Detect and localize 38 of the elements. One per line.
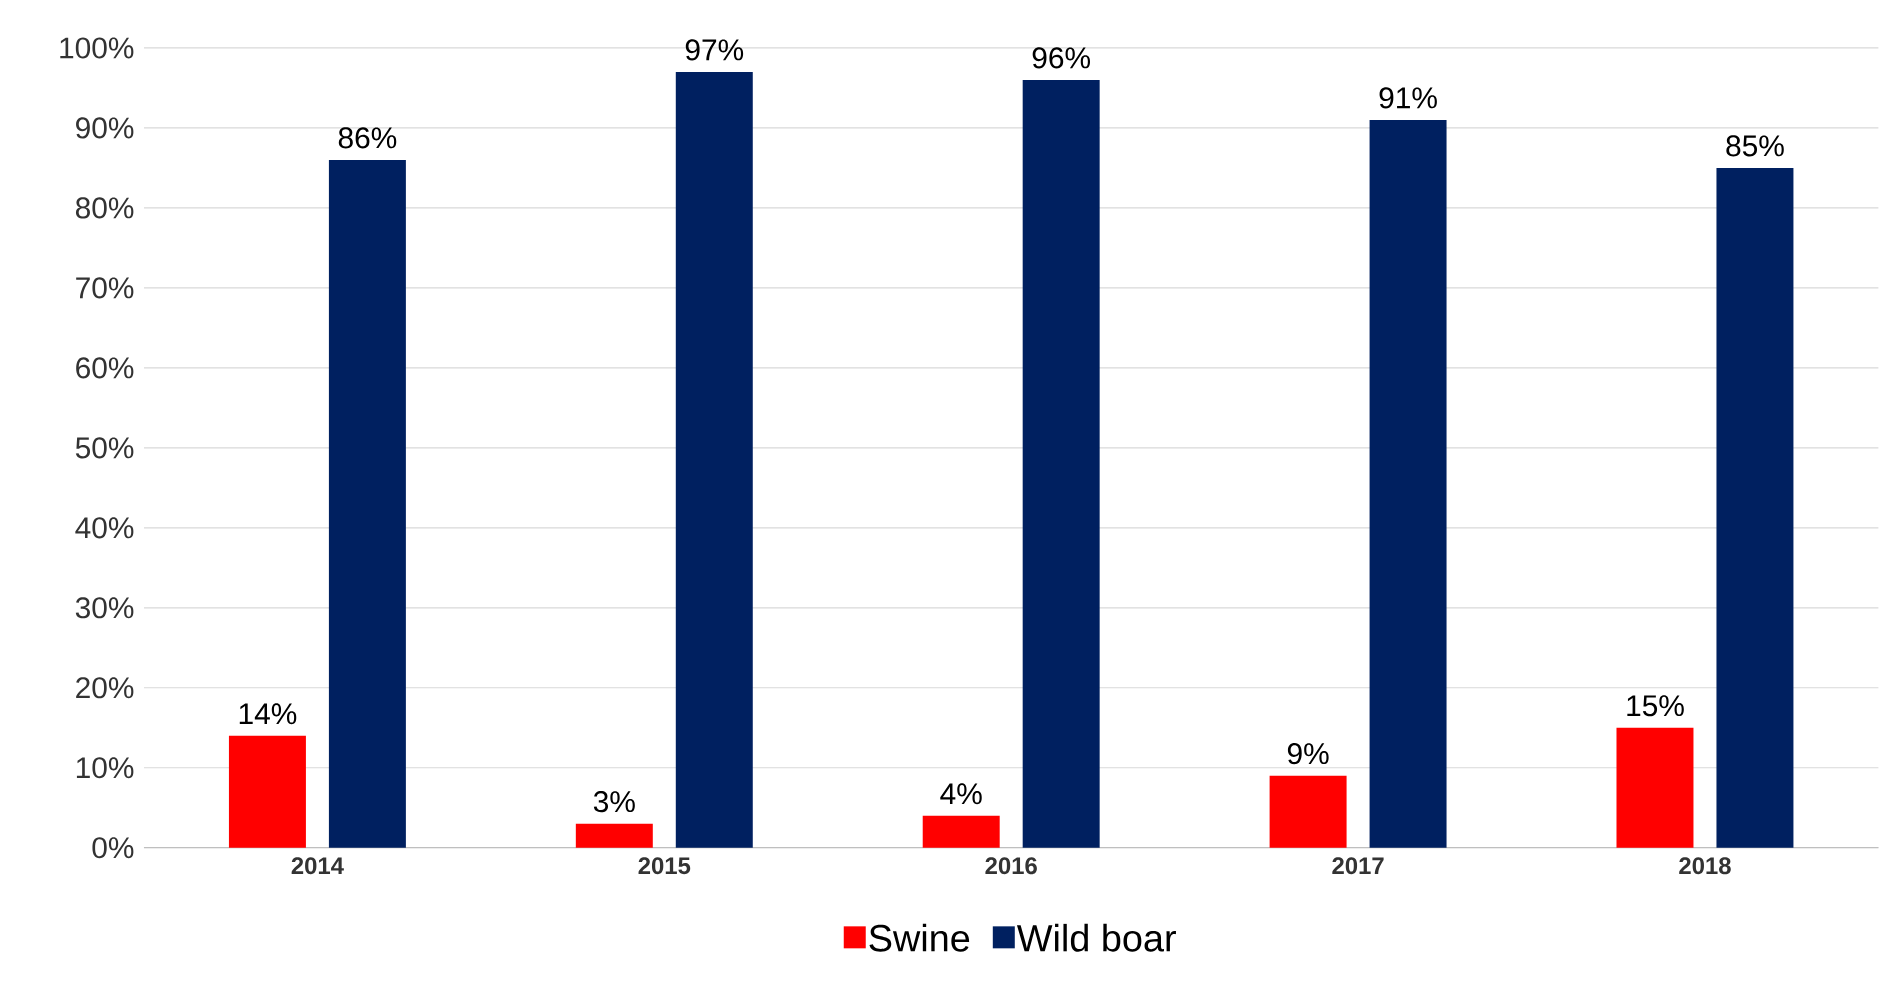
- bar: [1022, 80, 1100, 848]
- data-label: 9%: [1287, 743, 1329, 765]
- y-tick-label: 10%: [76, 757, 134, 779]
- y-tick-label: 70%: [76, 277, 134, 299]
- data-label: 14%: [239, 703, 297, 725]
- legend-label: Swine: [869, 924, 970, 952]
- x-tick-label: 2018: [1679, 857, 1731, 875]
- data-label: 15%: [1627, 695, 1684, 717]
- data-label: 3%: [593, 791, 635, 813]
- x-tick-label: 2017: [1332, 857, 1384, 875]
- bar: [1616, 727, 1694, 848]
- data-label: 96%: [1032, 47, 1090, 69]
- bar: [675, 72, 753, 848]
- y-tick-label: 20%: [76, 677, 134, 699]
- y-tick-label: 60%: [76, 357, 134, 379]
- bar: [1716, 168, 1794, 848]
- y-tick-label: 100%: [60, 37, 134, 59]
- data-label: 85%: [1726, 135, 1784, 157]
- x-tick-label: 2016: [985, 857, 1037, 875]
- legend-label: Wild boar: [1016, 924, 1176, 952]
- bar: [1369, 120, 1447, 848]
- x-tick-label: 2014: [291, 857, 344, 875]
- y-tick-label: 30%: [75, 597, 134, 619]
- y-tick-label: 40%: [75, 517, 134, 539]
- bar: [228, 735, 306, 848]
- bar: [922, 815, 1000, 848]
- y-tick-label: 90%: [76, 117, 134, 139]
- y-tick-label: 0%: [92, 837, 134, 859]
- y-tick-label: 80%: [75, 197, 134, 219]
- data-label: 4%: [940, 783, 982, 805]
- data-label: 86%: [338, 127, 397, 149]
- y-tick-label: 50%: [75, 437, 134, 459]
- bar: [328, 160, 406, 848]
- data-label: 91%: [1379, 87, 1437, 109]
- x-tick-label: 2015: [638, 857, 691, 875]
- bar: [575, 823, 653, 848]
- data-label: 97%: [685, 39, 744, 61]
- bar: [1269, 775, 1347, 848]
